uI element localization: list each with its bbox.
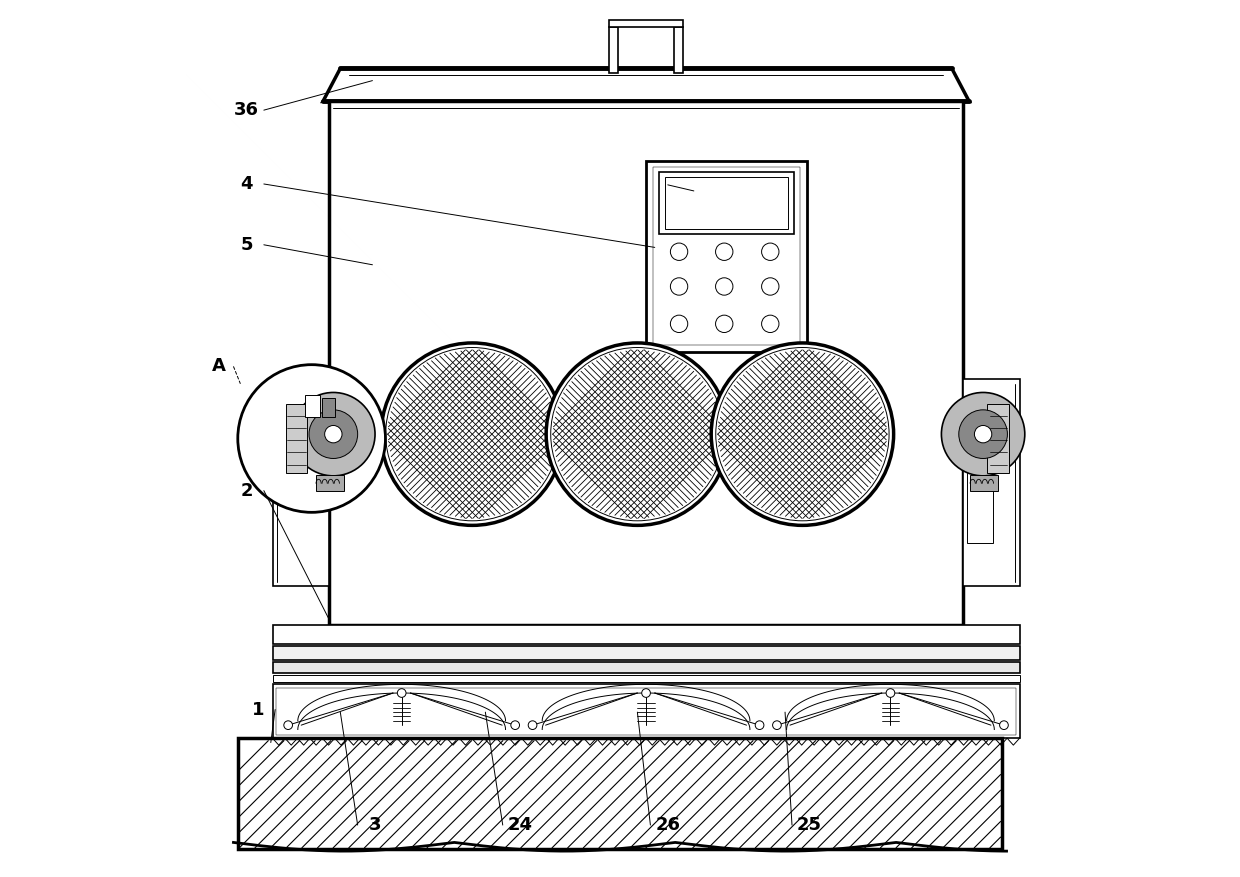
Circle shape bbox=[755, 721, 764, 730]
Circle shape bbox=[761, 278, 779, 296]
Circle shape bbox=[761, 315, 779, 332]
Bar bbox=[273, 684, 1019, 738]
Bar bbox=[305, 395, 320, 417]
Bar bbox=[277, 688, 1016, 735]
Bar bbox=[329, 102, 963, 625]
Circle shape bbox=[642, 688, 651, 697]
Bar bbox=[963, 380, 1019, 586]
Circle shape bbox=[671, 243, 688, 260]
Circle shape bbox=[671, 315, 688, 332]
Bar bbox=[316, 475, 343, 490]
Bar bbox=[675, 27, 683, 73]
Text: 4: 4 bbox=[241, 175, 253, 193]
Text: 24: 24 bbox=[507, 816, 533, 834]
Circle shape bbox=[528, 721, 537, 730]
Text: 25: 25 bbox=[797, 816, 822, 834]
Bar bbox=[987, 403, 1009, 474]
Text: 2: 2 bbox=[241, 481, 253, 500]
Circle shape bbox=[773, 721, 781, 730]
Text: 1: 1 bbox=[252, 701, 264, 718]
Bar bbox=[273, 646, 1019, 660]
Circle shape bbox=[761, 243, 779, 260]
Bar bbox=[609, 20, 683, 27]
Bar bbox=[970, 475, 998, 490]
Bar bbox=[238, 738, 1002, 850]
Bar bbox=[273, 625, 1019, 645]
Polygon shape bbox=[322, 68, 970, 102]
Circle shape bbox=[397, 688, 405, 697]
Text: 5: 5 bbox=[241, 236, 253, 253]
Bar bbox=[653, 168, 800, 345]
Bar bbox=[322, 397, 335, 417]
Circle shape bbox=[309, 410, 357, 459]
Circle shape bbox=[291, 393, 374, 476]
Circle shape bbox=[671, 278, 688, 296]
Circle shape bbox=[999, 721, 1008, 730]
Bar bbox=[646, 160, 807, 352]
Circle shape bbox=[959, 410, 1007, 459]
Circle shape bbox=[546, 343, 729, 525]
Bar bbox=[665, 177, 787, 229]
Text: A: A bbox=[212, 358, 226, 375]
Bar bbox=[273, 380, 329, 586]
Circle shape bbox=[238, 365, 386, 512]
Circle shape bbox=[381, 343, 563, 525]
Bar bbox=[660, 172, 794, 234]
Circle shape bbox=[887, 688, 895, 697]
Bar bbox=[967, 456, 993, 543]
Circle shape bbox=[325, 425, 342, 443]
Circle shape bbox=[975, 425, 992, 443]
Circle shape bbox=[715, 278, 733, 296]
Bar bbox=[273, 674, 1019, 681]
Text: 36: 36 bbox=[234, 101, 259, 119]
Text: 3: 3 bbox=[368, 816, 381, 834]
Bar bbox=[285, 403, 308, 474]
Text: 26: 26 bbox=[655, 816, 681, 834]
Circle shape bbox=[715, 243, 733, 260]
Bar bbox=[238, 738, 1002, 850]
Circle shape bbox=[511, 721, 520, 730]
Bar bbox=[273, 662, 1019, 673]
Circle shape bbox=[712, 343, 894, 525]
Circle shape bbox=[715, 315, 733, 332]
Circle shape bbox=[284, 721, 293, 730]
Bar bbox=[609, 27, 618, 73]
Circle shape bbox=[941, 393, 1024, 476]
